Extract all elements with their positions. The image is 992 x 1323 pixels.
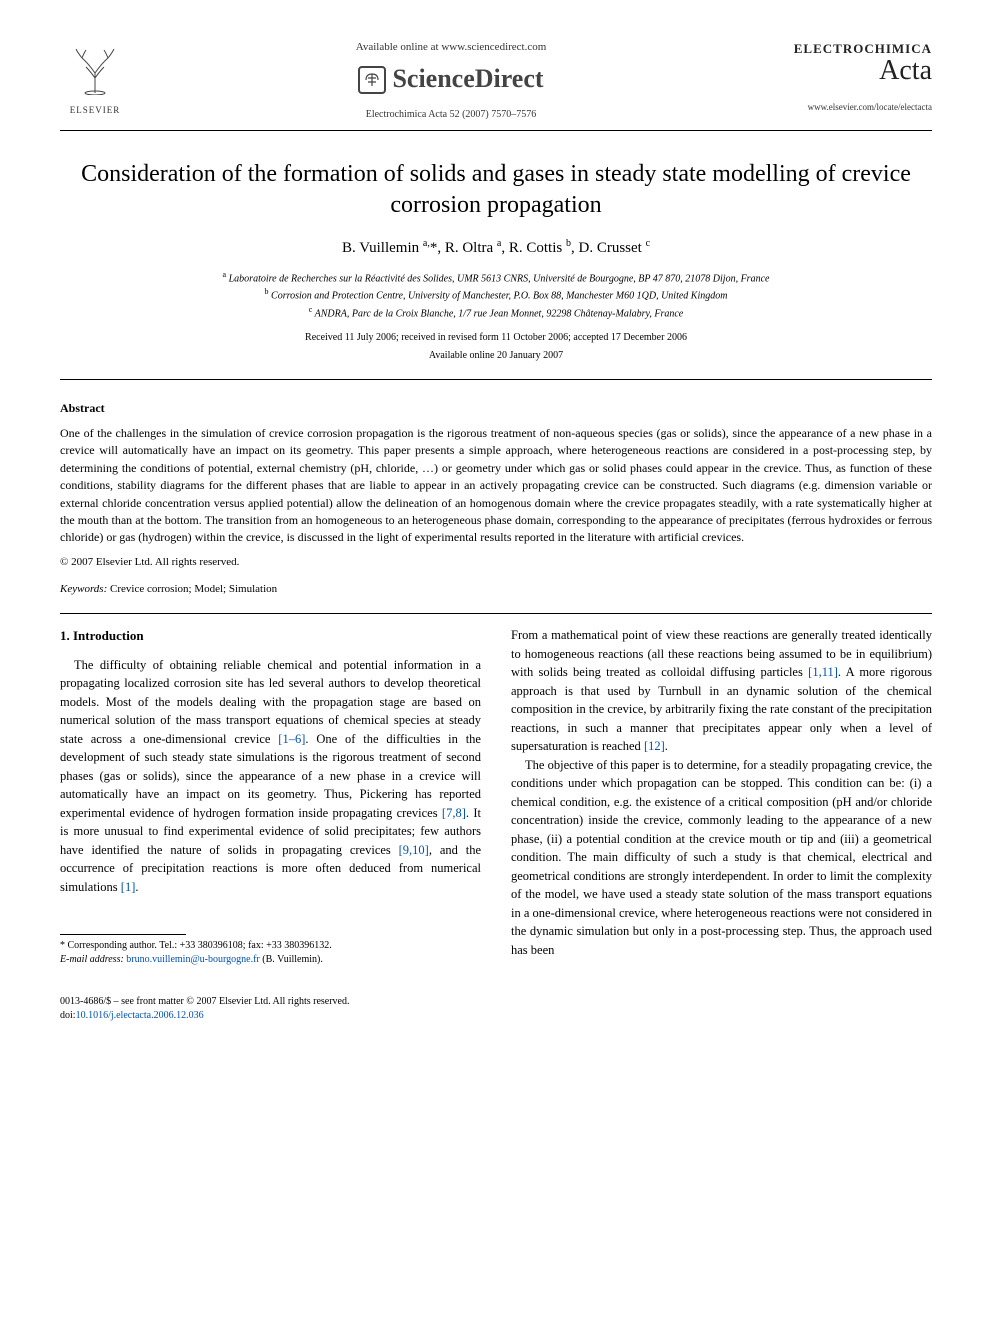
- citation-9-10[interactable]: [9,10]: [399, 843, 429, 857]
- body-columns: 1. Introduction The difficulty of obtain…: [60, 626, 932, 967]
- footnote-block: * Corresponding author. Tel.: +33 380396…: [60, 934, 481, 967]
- abstract-copyright: © 2007 Elsevier Ltd. All rights reserved…: [60, 555, 932, 570]
- keywords-values: Crevice corrosion; Model; Simulation: [110, 583, 277, 595]
- elsevier-tree-icon: [70, 43, 120, 102]
- column-right: From a mathematical point of view these …: [511, 626, 932, 967]
- journal-url: www.elsevier.com/locate/electacta: [772, 101, 932, 114]
- sciencedirect-text: ScienceDirect: [392, 61, 543, 97]
- introduction-heading: 1. Introduction: [60, 626, 481, 645]
- available-online-text: Available online at www.sciencedirect.co…: [150, 40, 752, 55]
- abstract-bottom-rule: [60, 613, 932, 614]
- citation-1-6[interactable]: [1–6]: [278, 732, 305, 746]
- keywords-line: Keywords: Crevice corrosion; Model; Simu…: [60, 582, 932, 597]
- corresponding-author: * Corresponding author. Tel.: +33 380396…: [60, 939, 481, 953]
- article-title: Consideration of the formation of solids…: [60, 159, 932, 221]
- journal-reference: Electrochimica Acta 52 (2007) 7570–7576: [150, 108, 752, 122]
- online-date: Available online 20 January 2007: [60, 349, 932, 363]
- authors-line: B. Vuillemin a,*, R. Oltra a, R. Cottis …: [60, 237, 932, 259]
- sciencedirect-logo: ScienceDirect: [358, 61, 543, 97]
- footnote-rule: [60, 934, 186, 935]
- citation-1-11[interactable]: [1,11]: [808, 665, 838, 679]
- affiliation-a: a Laboratoire de Recherches sur la Réact…: [60, 269, 932, 286]
- citation-7-8[interactable]: [7,8]: [442, 806, 466, 820]
- elsevier-logo: ELSEVIER: [60, 40, 130, 120]
- journal-logo-block: ELECTROCHIMICA Acta www.elsevier.com/loc…: [772, 40, 932, 114]
- sciencedirect-icon: [358, 66, 386, 94]
- citation-12[interactable]: [12]: [644, 739, 665, 753]
- email-suffix: (B. Vuillemin).: [262, 954, 323, 965]
- publisher-name: ELSEVIER: [70, 104, 121, 117]
- journal-logo-script: Acta: [772, 58, 932, 83]
- affiliations: a Laboratoire de Recherches sur la Réact…: [60, 269, 932, 321]
- issn-line: 0013-4686/$ – see front matter © 2007 El…: [60, 995, 932, 1009]
- email-line: E-mail address: bruno.vuillemin@u-bourgo…: [60, 953, 481, 967]
- header-rule: [60, 130, 932, 131]
- abstract-heading: Abstract: [60, 400, 932, 417]
- affiliation-c: c ANDRA, Parc de la Croix Blanche, 1/7 r…: [60, 304, 932, 321]
- column-left: 1. Introduction The difficulty of obtain…: [60, 626, 481, 967]
- keywords-label: Keywords:: [60, 583, 107, 595]
- affiliation-b: b Corrosion and Protection Centre, Unive…: [60, 286, 932, 303]
- doi-line: doi:10.1016/j.electacta.2006.12.036: [60, 1009, 932, 1023]
- citation-1[interactable]: [1]: [121, 880, 136, 894]
- received-dates: Received 11 July 2006; received in revis…: [60, 331, 932, 345]
- doi-link[interactable]: 10.1016/j.electacta.2006.12.036: [76, 1010, 204, 1021]
- intro-paragraph-1: The difficulty of obtaining reliable che…: [60, 656, 481, 897]
- abstract-top-rule: [60, 379, 932, 380]
- corresponding-email[interactable]: bruno.vuillemin@u-bourgogne.fr: [126, 954, 259, 965]
- intro-paragraph-3: The objective of this paper is to determ…: [511, 756, 932, 960]
- intro-paragraph-2: From a mathematical point of view these …: [511, 626, 932, 756]
- center-header: Available online at www.sciencedirect.co…: [130, 40, 772, 122]
- email-label: E-mail address:: [60, 954, 124, 965]
- abstract-text: One of the challenges in the simulation …: [60, 425, 932, 547]
- article-header: ELSEVIER Available online at www.science…: [60, 40, 932, 122]
- page-footer: 0013-4686/$ – see front matter © 2007 El…: [60, 995, 932, 1023]
